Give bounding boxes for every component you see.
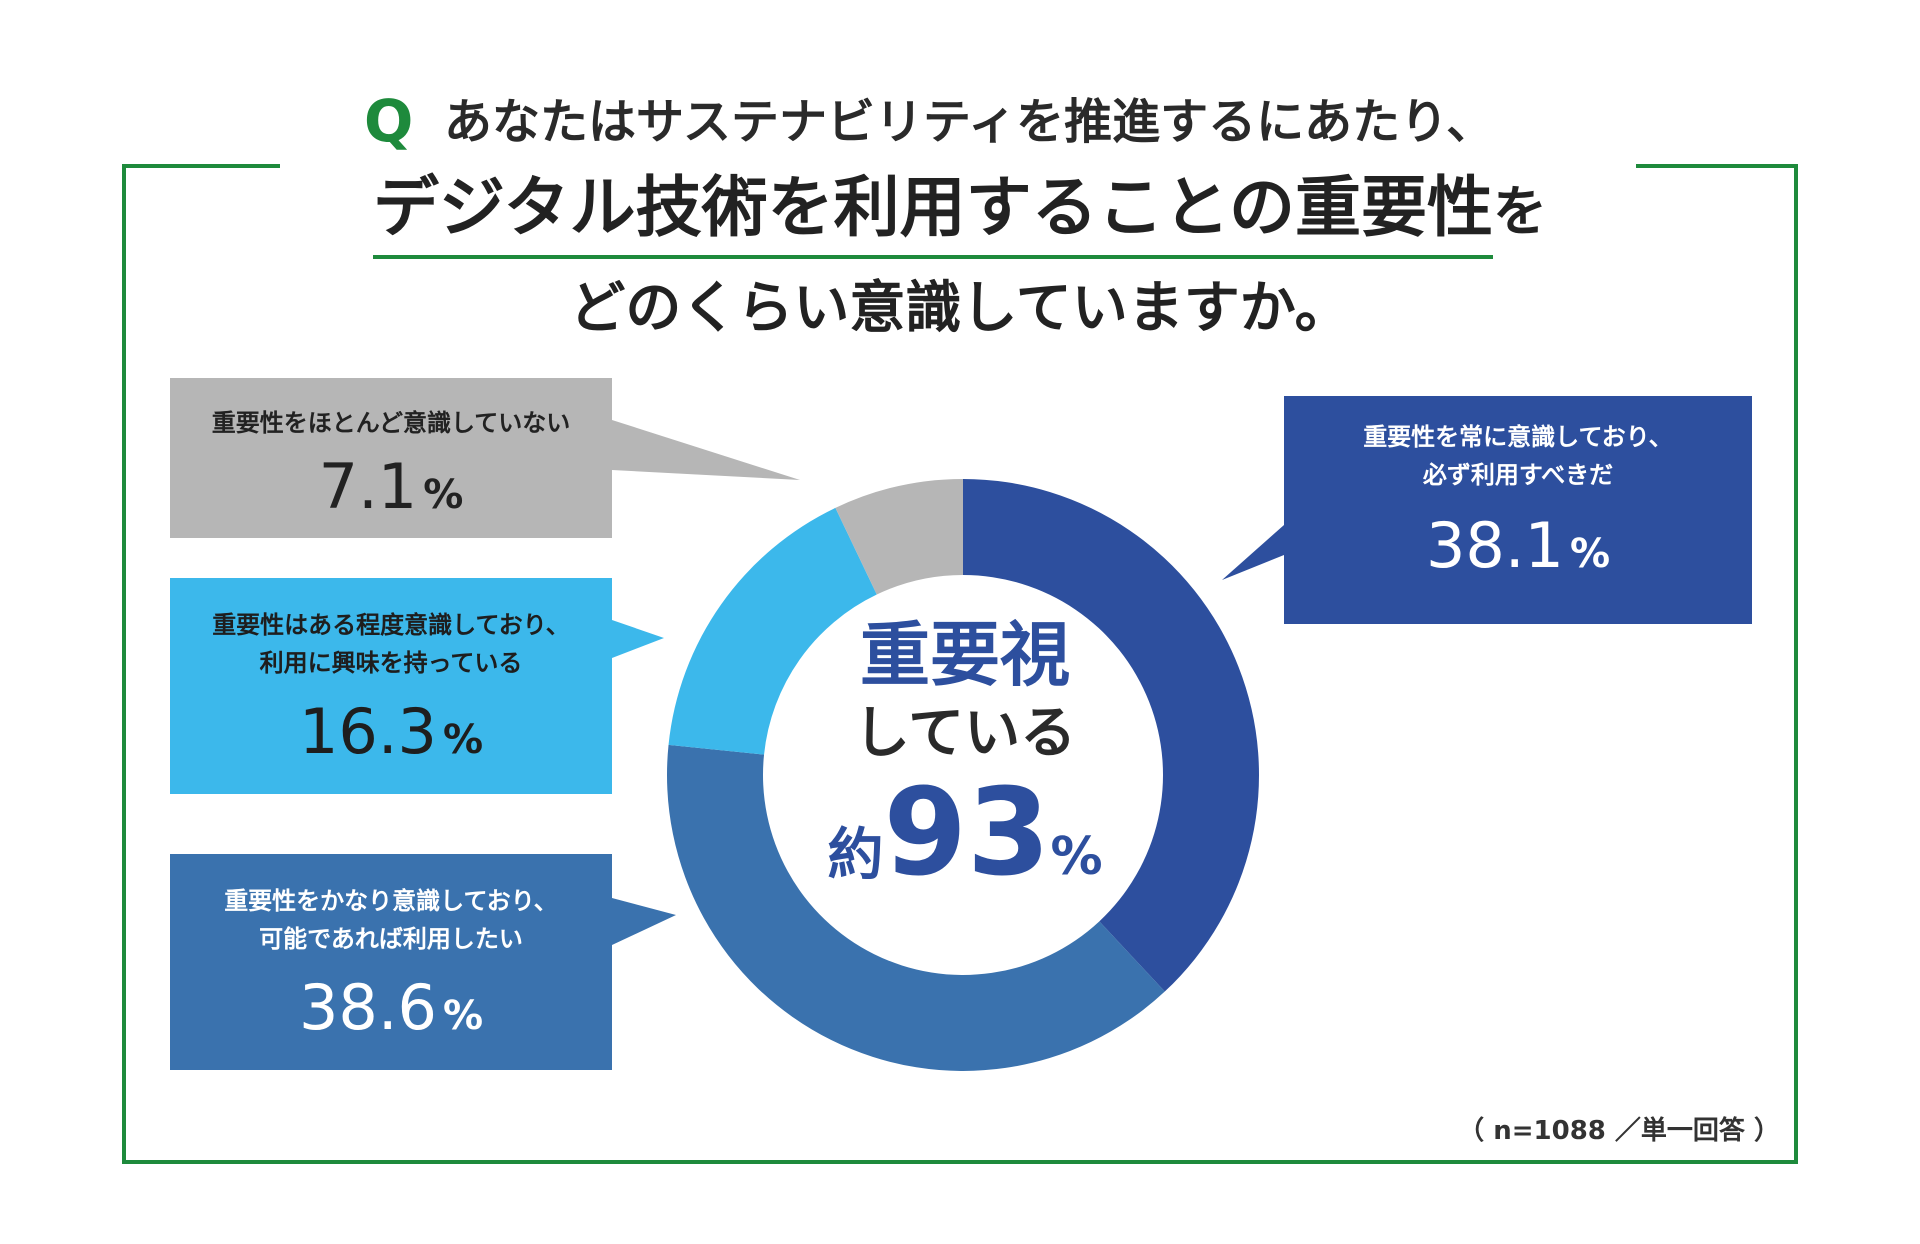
- slice-hardly: [835, 479, 963, 595]
- callout-always-percent: %: [1569, 530, 1611, 577]
- callout-somewhat: 重要性はある程度意識しており、 利用に興味を持っている 16.3%: [170, 578, 612, 794]
- slice-always: [963, 479, 1259, 992]
- callout-somewhat-label-1: 重要性はある程度意識しており、: [212, 611, 570, 639]
- callout-somewhat-percent: %: [442, 716, 484, 763]
- pointer-considerably: [612, 898, 676, 945]
- center-number: 93: [883, 764, 1051, 903]
- callout-considerably-label-2: 可能であれば利用したい: [259, 925, 523, 954]
- callout-considerably-percent: %: [442, 992, 484, 1039]
- callout-always-value: 38.1%: [1284, 514, 1752, 577]
- question-line3: どのくらい意識していますか。: [569, 276, 1351, 341]
- callout-hardly-percent: %: [423, 472, 464, 519]
- pointer-hardly: [612, 420, 800, 480]
- callout-considerably-value: 38.6%: [170, 976, 612, 1039]
- callout-considerably: 重要性をかなり意識しており、 可能であれば利用したい 38.6%: [170, 854, 612, 1070]
- frame-left: [122, 164, 126, 1164]
- slice-considerably: [667, 744, 1165, 1071]
- footnote: （ n=1088 ／単一回答 ）: [1458, 1116, 1780, 1146]
- donut-center-label: 重要視 している 約93%: [800, 620, 1130, 894]
- pointer-always: [1222, 525, 1284, 580]
- center-line2: している: [853, 701, 1077, 766]
- question-q-mark: Q: [364, 87, 414, 155]
- callout-always-label-2: 必ず利用すべきだ: [1422, 461, 1614, 490]
- callout-somewhat-value: 16.3%: [170, 700, 612, 763]
- frame-top-right: [1636, 164, 1798, 168]
- callout-always-number: 38.1: [1425, 508, 1564, 582]
- question-line1: あなたはサステナビリティを推進するにあたり、: [444, 94, 1495, 150]
- callout-considerably-number: 38.6: [298, 970, 437, 1044]
- pointer-somewhat: [612, 620, 664, 658]
- callout-hardly-number: 7.1: [318, 450, 418, 524]
- center-line3: 約93%: [800, 774, 1130, 894]
- question-line2: デジタル技術を利用することの重要性を: [320, 171, 1600, 259]
- center-percent: %: [1050, 827, 1103, 887]
- callout-always-label-1: 重要性を常に意識しており、: [1363, 423, 1673, 451]
- callout-hardly-value: 7.1%: [170, 456, 612, 518]
- callout-pointers: [612, 420, 1284, 945]
- callout-somewhat-number: 16.3: [298, 694, 437, 768]
- center-prefix: 約: [827, 823, 884, 888]
- frame-bottom: [122, 1160, 1798, 1164]
- slice-somewhat: [668, 507, 877, 755]
- question-line2-tail: を: [1493, 180, 1548, 243]
- callout-hardly-label-1: 重要性をほとんど意識していない: [211, 409, 571, 437]
- frame-top-left: [122, 164, 280, 168]
- frame-right: [1794, 164, 1798, 1164]
- question-line2-emphasis: デジタル技術を利用することの重要性: [372, 171, 1494, 259]
- callout-somewhat-label-2: 利用に興味を持っている: [259, 649, 523, 678]
- callout-always: 重要性を常に意識しており、 必ず利用すべきだ 38.1%: [1284, 396, 1752, 624]
- donut-slices: [667, 479, 1259, 1071]
- callout-considerably-label-1: 重要性をかなり意識しており、: [224, 887, 558, 915]
- callout-hardly: 重要性をほとんど意識していない 7.1%: [170, 378, 612, 538]
- center-line1: 重要視: [860, 614, 1070, 696]
